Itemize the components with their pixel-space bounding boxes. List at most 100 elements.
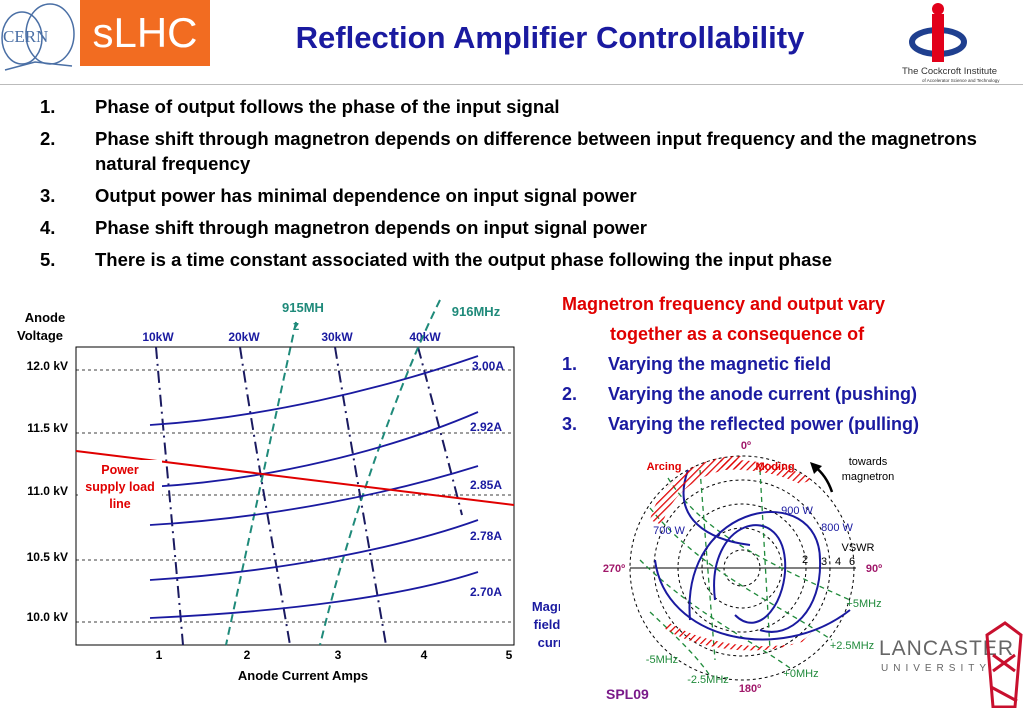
frequency-contour-label: -5MHz (646, 654, 678, 666)
field-curve-3-00a (149, 355, 479, 426)
list-item: 2. Phase shift through magnetron depends … (40, 126, 1000, 176)
magnetron-notes: Magnetron frequency and output vary toge… (562, 289, 1002, 439)
x-tick-label: 5 (506, 648, 513, 662)
header-divider (0, 84, 1023, 85)
list-item: 1. Phase of output follows the phase of t… (40, 94, 1000, 119)
notes-intro-line2: together as a consequence of (610, 324, 865, 344)
load-line-label: supply load (85, 480, 154, 494)
power-contours (654, 469, 851, 641)
power-lines (155, 346, 463, 646)
list-text: There is a time constant associated with… (95, 249, 833, 270)
vswr-tick: 6 (849, 556, 855, 568)
cockcroft-logo: The Cockcroft Institute of Accelerator S… (902, 3, 1000, 83)
power-contour-900w (713, 524, 787, 624)
towards-label: towards (849, 456, 888, 468)
main-points-list: 1. Phase of output follows the phase of t… (40, 94, 1000, 279)
vswr-tick: 2 (802, 554, 808, 566)
current-label: 2.92A (470, 420, 502, 434)
current-label: 2.85A (470, 478, 502, 492)
list-item: 1. Varying the magnetic field (562, 349, 1002, 379)
magnetron-performance-chart: Anode Voltage 12.0 kV 11.5 kV 11.0 kV 10… (17, 299, 560, 683)
list-text: Phase shift through magnetron depends on… (95, 128, 977, 174)
frequency-contour (667, 477, 851, 601)
current-label: 2.78A (470, 529, 502, 543)
x-tick-label: 4 (421, 648, 428, 662)
list-number: 4. (40, 217, 56, 238)
notes-intro-line1: Magnetron frequency and output vary (562, 294, 886, 314)
towards-label: magnetron (842, 471, 895, 483)
list-text: Varying the magnetic field (608, 354, 832, 374)
angle-label-left: 270º (603, 563, 625, 575)
frequency-line-916mhz (319, 299, 441, 646)
vswr-tick: 4 (835, 556, 841, 568)
y-axis-label-line2: Voltage (17, 328, 63, 343)
angle-label-top: 0º (741, 440, 751, 452)
power-line-30kw (334, 346, 387, 646)
power-line-40kw (417, 346, 463, 516)
frequency-contour-label: +2.5MHz (830, 640, 874, 652)
power-line-20kw (239, 346, 291, 646)
page-title: Reflection Amplifier Controllability (295, 20, 805, 55)
footer-code: SPL09 (606, 686, 649, 702)
field-current-curves (149, 355, 479, 619)
frequency-contour (699, 469, 716, 661)
angle-label-bottom: 180º (739, 683, 761, 695)
y-tick-label: 10.0 kV (27, 610, 68, 624)
y-tick-label: 11.5 kV (27, 421, 68, 435)
list-number: 1. (40, 96, 56, 117)
power-contour-800w (688, 511, 822, 633)
list-number: 3. (40, 185, 56, 206)
load-line-label: line (109, 497, 131, 511)
frequency-label-916: 916MHz (452, 304, 501, 319)
power-contour-label: 800 W (821, 522, 853, 534)
list-item: 2. Varying the anode current (pushing) (562, 379, 1002, 409)
slhc-logo: sLHC (80, 0, 210, 66)
angle-label-right: 90º (866, 563, 882, 575)
list-number: 5. (40, 249, 56, 270)
lancaster-logo-line2: UNIVERSITY (881, 663, 991, 674)
list-text: Output power has minimal dependence on i… (95, 185, 637, 206)
list-text: Phase of output follows the phase of the… (95, 96, 560, 117)
moding-region (720, 459, 812, 484)
list-number: 3. (562, 414, 578, 434)
towards-arrow-head-icon (810, 462, 822, 474)
x-tick-label: 1 (156, 648, 163, 662)
rieke-diagram: 0º 180º 270º 90º Arcing Moding towards m… (603, 440, 895, 695)
list-item: 5. There is a time constant associated wi… (40, 247, 1000, 272)
frequency-label-915: 915MH (282, 300, 324, 315)
current-label: 3.00A (472, 359, 504, 373)
field-coil-label: current (538, 635, 560, 650)
list-text: Varying the reflected power (pulling) (608, 414, 920, 434)
list-text: Phase shift through magnetron depends on… (95, 217, 647, 238)
current-label: 2.70A (470, 585, 502, 599)
field-curve-2-70a (149, 571, 479, 619)
list-item: 3. Output power has minimal dependence on… (40, 183, 1000, 208)
frequency-label-915-wrap: z (293, 318, 300, 333)
vswr-tick: 3 (821, 556, 827, 568)
list-text: Varying the anode current (pushing) (608, 384, 918, 404)
y-axis-label-line1: Anode (25, 310, 65, 325)
frequency-lines (225, 299, 441, 646)
field-curve-2-78a (149, 519, 479, 581)
y-tick-label: 12.0 kV (27, 359, 68, 373)
load-line-label: Power (101, 463, 139, 477)
y-tick-label: 10.5 kV (27, 550, 68, 564)
power-contour-label: 700 W (653, 525, 685, 537)
list-item: 3. Varying the reflected power (pulling) (562, 409, 1002, 439)
arcing-label: Arcing (647, 461, 682, 473)
field-curve-2-85a (149, 465, 479, 526)
cockcroft-tagline: of Accelerator Science and Technology (922, 78, 1000, 83)
power-label: 40kW (409, 330, 441, 344)
moding-label: Moding (755, 461, 794, 473)
cern-logo: CERN (1, 3, 75, 71)
frequency-contour (649, 611, 711, 677)
list-number: 2. (562, 384, 578, 404)
power-contour-700w (654, 559, 851, 641)
lancaster-logo-line1: LANCASTER (879, 637, 1014, 660)
frequency-line-915mhz (225, 321, 297, 646)
x-tick-label: 3 (335, 648, 342, 662)
frequency-contour-label: +0MHz (783, 668, 818, 680)
frequency-contour-label: -2.5MHz (687, 674, 729, 686)
x-axis-label: Anode Current Amps (238, 668, 368, 683)
power-line-10kw (155, 346, 184, 646)
